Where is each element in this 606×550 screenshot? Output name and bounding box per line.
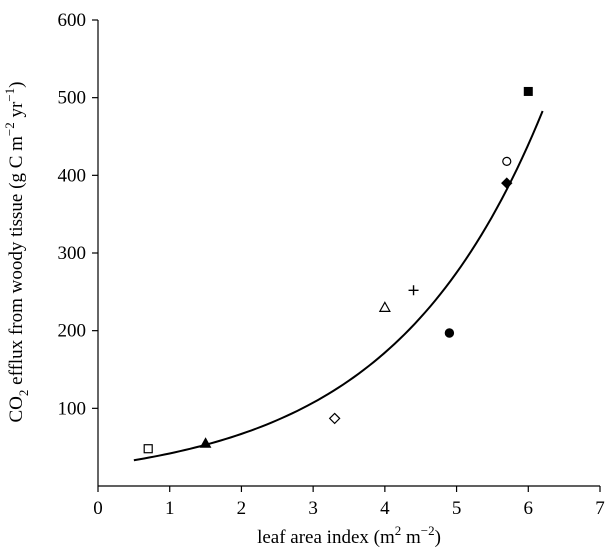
- data-point-plus: [408, 285, 419, 296]
- y-tick-label: 100: [58, 398, 87, 419]
- data-point-circle-open: [502, 156, 512, 166]
- data-point-triangle-open: [378, 301, 391, 312]
- y-tick-label: 200: [58, 321, 87, 342]
- fit-curve-group: [133, 110, 544, 462]
- y-tick-label: 300: [58, 243, 87, 264]
- data-point-square-filled: [523, 86, 533, 96]
- x-tick-label: 3: [308, 498, 318, 519]
- y-tick-label: 400: [58, 165, 87, 186]
- data-point-triangle-filled: [199, 437, 212, 448]
- axes: 0 1 2 3 4 5 6 7 100 200 300 400 500 600: [58, 10, 605, 519]
- y-tick-label: 600: [58, 10, 87, 31]
- y-tick-label: 500: [58, 88, 87, 109]
- data-points: [143, 86, 533, 454]
- x-tick-label: 0: [93, 498, 103, 519]
- x-tick-label: 2: [237, 498, 247, 519]
- fit-curve: [133, 110, 544, 462]
- x-tick-label: 1: [165, 498, 175, 519]
- data-point-diamond-open: [328, 412, 341, 425]
- data-point-square-open: [143, 444, 153, 454]
- y-axis-label: CO2 efflux from woody tissue (g C m−2 yr…: [2, 82, 31, 423]
- x-tick-label: 5: [452, 498, 462, 519]
- data-point-circle-filled: [444, 328, 455, 338]
- x-tick-label: 4: [380, 498, 390, 519]
- x-axis-label: leaf area index (m2 m−2): [257, 523, 441, 548]
- data-point-diamond-filled: [501, 177, 513, 189]
- x-tick-label: 6: [524, 498, 534, 519]
- x-tick-label: 7: [595, 498, 605, 519]
